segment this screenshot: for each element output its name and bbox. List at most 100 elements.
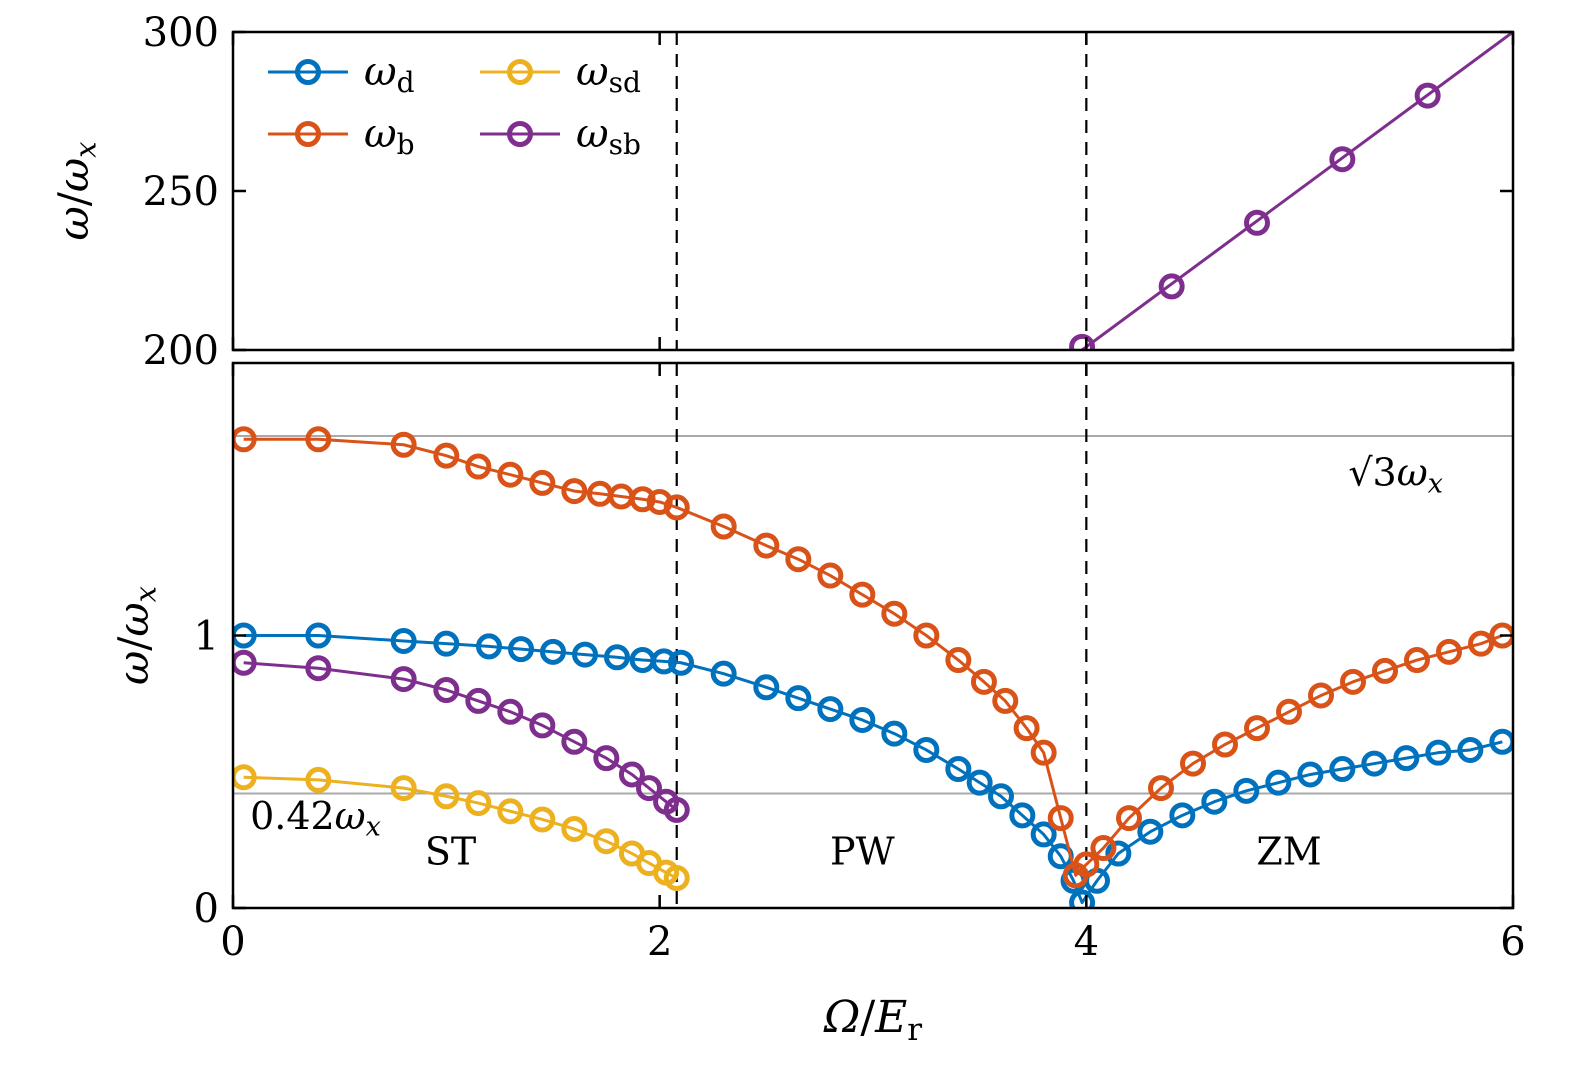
series-marker-ω_d [988, 783, 1014, 810]
series-marker-ω_b [970, 668, 997, 695]
series-marker-ω_b [390, 431, 417, 458]
text-run: ω [49, 206, 98, 240]
text-run: ZM [1256, 829, 1321, 873]
series-marker-ω_b [433, 442, 460, 469]
text-run: E [874, 992, 907, 1043]
series-marker-ω_b [1030, 739, 1057, 766]
series-marker-ω_b [1308, 682, 1334, 709]
series-marker-ω_b [1013, 715, 1040, 742]
series-marker-ω_b [1090, 835, 1117, 862]
text-sub: x [68, 141, 102, 157]
series-marker-ω_sb [663, 796, 690, 823]
text-run: 300 [143, 10, 219, 56]
series-marker-ω_d [1457, 736, 1484, 763]
series-marker-ω_d [1297, 761, 1324, 788]
text-run: / [49, 191, 98, 206]
series-marker-ω_b [1047, 805, 1074, 832]
series-marker-ω_sd [663, 865, 690, 892]
text-run: ω [49, 158, 98, 192]
series-marker-ω_d [881, 720, 908, 747]
series-marker-ω_d [1233, 777, 1260, 804]
series-marker-ω_d [753, 674, 780, 701]
annotation: ZM [1256, 829, 1321, 873]
series-marker-ω_sd [465, 790, 492, 817]
series-marker-ω_b [663, 494, 690, 521]
series-marker-ω_d [849, 706, 876, 733]
text-run: ST [425, 829, 476, 873]
y-tick-label: 0 [194, 886, 219, 932]
series-marker-ω_sd [433, 783, 460, 810]
series-marker-ω_b [1340, 668, 1366, 695]
series-marker-ω_d [1069, 889, 1096, 908]
series-marker-ω_b [465, 453, 492, 480]
series-marker-ω_d [913, 736, 940, 763]
series-marker-ω_b [1468, 630, 1494, 657]
series-marker-ω_b [1212, 731, 1238, 758]
series-marker-ω_sd [390, 775, 417, 802]
series-marker-ω_b [1116, 805, 1142, 832]
text-run: √3 [1348, 451, 1396, 495]
series-marker-ω_d [1105, 840, 1132, 867]
series-marker-ω_b [1073, 851, 1100, 878]
series-marker-ω_sd [593, 828, 620, 855]
x-tick-label: 6 [1500, 919, 1525, 965]
text-run: ω [364, 111, 397, 157]
series-marker-ω_b [945, 647, 972, 674]
text-sub: x [128, 586, 162, 602]
text-run: ω [576, 111, 609, 157]
text-sub: sb [609, 128, 641, 161]
series-marker-ω_b [785, 546, 812, 573]
series-marker-ω_d [572, 641, 598, 668]
series-marker-ω_sb [636, 775, 662, 802]
series-marker-ω_d [785, 685, 812, 712]
x-axis-label: Ω/Er [823, 992, 922, 1048]
series-marker-ω_sb [1069, 333, 1096, 350]
series-marker-ω_d [1009, 802, 1036, 829]
text-run: ω [364, 49, 397, 95]
text-run: 0 [194, 886, 219, 932]
legend-label: ωb [364, 111, 415, 161]
series-marker-ω_b [497, 461, 524, 488]
series-marker-ω_sd [529, 806, 556, 833]
series-line-ω_b [243, 437, 1503, 877]
text-run: 0.42 [250, 794, 335, 838]
text-run: / [109, 636, 158, 651]
series-line-ω_sb [1081, 32, 1513, 350]
x-tick-label: 4 [1074, 919, 1099, 965]
text-run: Ω [823, 992, 860, 1043]
series-marker-ω_b [1180, 750, 1206, 777]
series-marker-ω_d [1361, 750, 1388, 777]
annotation: ST [425, 829, 476, 873]
y-tick-label: 200 [143, 328, 219, 374]
text-sub: b [397, 128, 415, 161]
series-marker-ω_d [540, 638, 566, 665]
series-marker-ω_d [945, 756, 972, 783]
series-line-ω_sd [243, 775, 678, 880]
text-run: 250 [143, 169, 219, 215]
series-marker-ω_sb [305, 655, 332, 682]
legend-label: ωd [364, 49, 415, 99]
series-marker-ω_sb [1158, 273, 1185, 300]
series-marker-ω_d [668, 649, 694, 676]
legend-marker [295, 59, 321, 85]
series-marker-ω_b [881, 600, 908, 627]
series-marker-ω_b [849, 581, 876, 608]
series-marker-ω_d [1137, 818, 1164, 845]
series-marker-ω_sb [390, 666, 417, 693]
series-marker-ω_d [390, 627, 417, 654]
text-run: ω [1397, 451, 1428, 495]
series-marker-ω_d [1169, 802, 1196, 829]
axes-frame [231, 30, 1515, 352]
legend-marker [507, 59, 533, 85]
text-sub: sd [609, 66, 641, 99]
text-run: ω [335, 794, 366, 838]
series-marker-ω_d [508, 636, 534, 663]
series-marker-ω_b [753, 532, 780, 559]
series-marker-ω_sb [1244, 209, 1270, 236]
series-marker-ω_sb [1329, 146, 1356, 173]
series-marker-ω_sb [1414, 82, 1441, 109]
series-marker-ω_b [629, 486, 656, 513]
